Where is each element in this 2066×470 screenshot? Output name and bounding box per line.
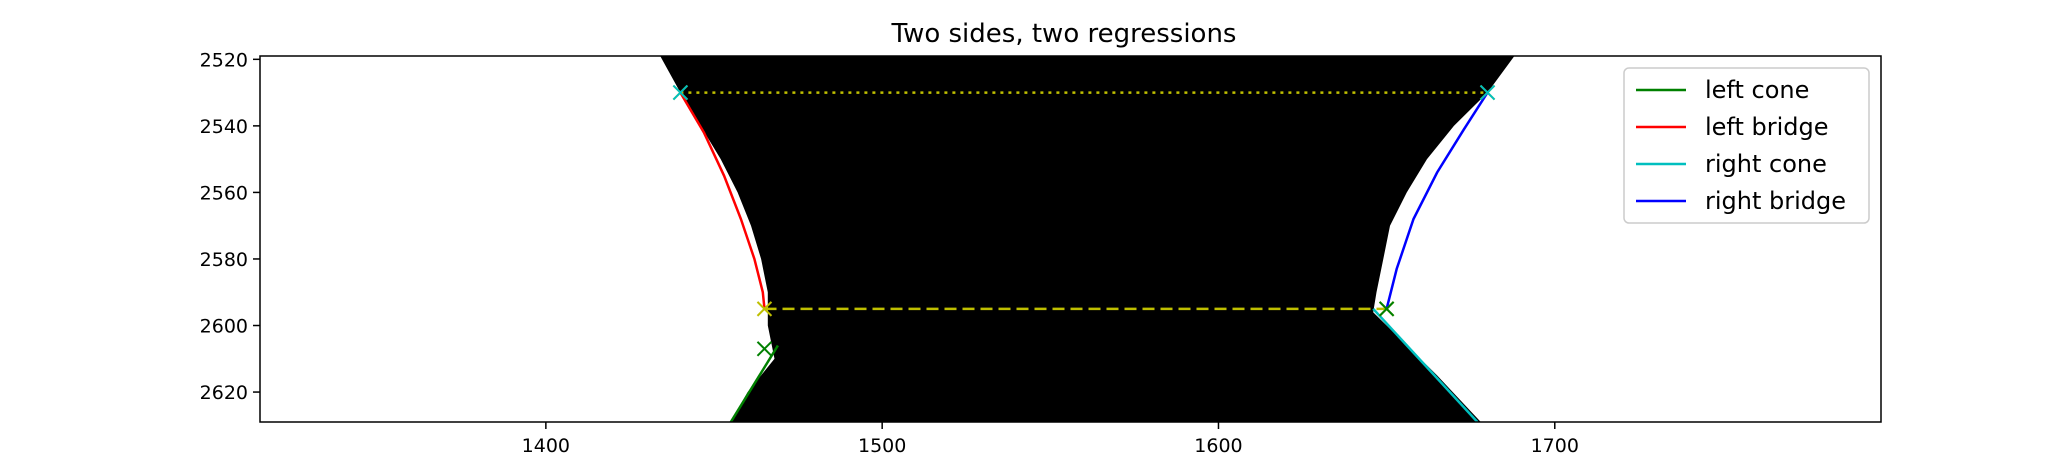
- x-axis: 1400 1500 1600 1700: [522, 422, 1579, 457]
- marker-stroke: [1479, 84, 1496, 101]
- axes-frame: [259, 55, 1882, 423]
- series-line-left-cone: [729, 344, 779, 422]
- chart-title: Two sides, two regressions: [891, 19, 1237, 49]
- series-line-right-bridge: [1385, 91, 1489, 310]
- y-tick-label: 2540: [200, 116, 248, 138]
- marker-x: [1479, 84, 1496, 101]
- y-tick-label: 2520: [200, 49, 248, 71]
- marker-stroke: [672, 84, 689, 101]
- x-tick-label: 1600: [1194, 435, 1242, 457]
- marker-stroke: [756, 341, 773, 357]
- y-axis: 2520 2540 2560 2580 2600 2620: [200, 49, 260, 404]
- y-tick-label: 2600: [200, 316, 248, 338]
- marker-x: [672, 84, 689, 101]
- series-line-right-cone: [1372, 308, 1479, 422]
- plot-area: [660, 56, 1515, 422]
- y-tick-label: 2580: [200, 249, 248, 271]
- y-tick-label: 2560: [200, 182, 248, 204]
- legend: left cone left bridge right cone right brid…: [1623, 67, 1870, 224]
- marker-x: [756, 301, 773, 317]
- marker-stroke: [1378, 301, 1395, 317]
- series-line-left-bridge: [679, 91, 766, 310]
- legend-label: right cone: [1705, 150, 1827, 178]
- y-tick-label: 2620: [200, 382, 248, 404]
- legend-label: right bridge: [1705, 187, 1846, 215]
- marker-stroke: [756, 301, 773, 317]
- x-tick-label: 1400: [522, 435, 570, 457]
- x-tick-label: 1500: [858, 435, 906, 457]
- x-tick-label: 1700: [1531, 435, 1579, 457]
- marker-x: [756, 341, 773, 357]
- legend-label: left cone: [1705, 76, 1809, 104]
- legend-box: [1623, 67, 1870, 224]
- legend-label: left bridge: [1705, 113, 1829, 141]
- mask-region: [660, 56, 1515, 422]
- marker-x: [1378, 301, 1395, 317]
